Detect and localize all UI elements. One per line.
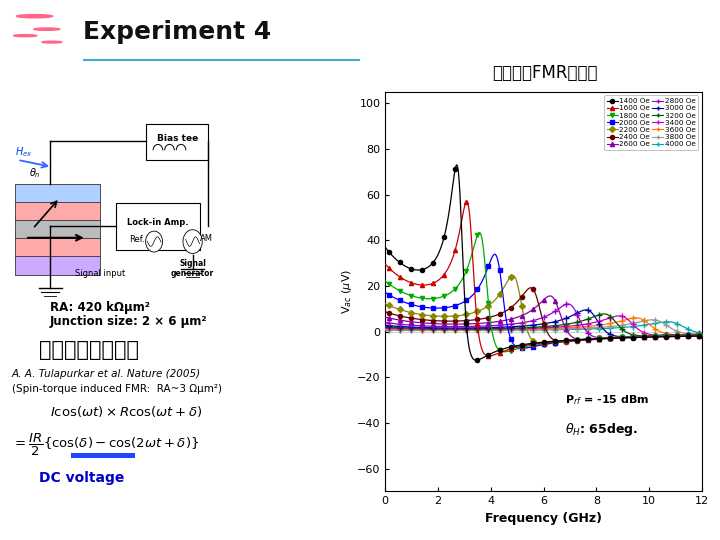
Text: $H_{ex}$: $H_{ex}$ (15, 145, 33, 159)
Text: A. A. Tulapurkar et al. Nature (2005): A. A. Tulapurkar et al. Nature (2005) (12, 369, 201, 379)
Text: Bias tee: Bias tee (156, 134, 198, 143)
Text: ホモダイン検波法: ホモダイン検波法 (39, 340, 138, 360)
Text: AM: AM (199, 234, 212, 243)
Circle shape (42, 41, 62, 43)
Text: Junction size: 2 × 6 μm²: Junction size: 2 × 6 μm² (50, 315, 207, 328)
Text: Ref.: Ref. (129, 235, 145, 244)
Text: 電界励起FMR信号例: 電界励起FMR信号例 (492, 64, 598, 82)
Text: Signal input: Signal input (75, 269, 125, 279)
Text: $\theta_H$: 65deg.: $\theta_H$: 65deg. (564, 421, 638, 438)
Circle shape (14, 35, 37, 37)
Bar (15, 238, 100, 257)
Bar (71, 453, 135, 458)
Bar (146, 124, 208, 160)
Bar (15, 256, 100, 275)
Text: (Spin-torque induced FMR:  RA~3 Ωμm²): (Spin-torque induced FMR: RA~3 Ωμm²) (12, 384, 222, 394)
Circle shape (34, 28, 60, 30)
X-axis label: Frequency (GHz): Frequency (GHz) (485, 512, 602, 525)
Text: DC voltage: DC voltage (39, 471, 124, 485)
Text: Signal
generator: Signal generator (171, 259, 215, 278)
Bar (115, 202, 200, 250)
Text: RA: 420 kΩμm²: RA: 420 kΩμm² (50, 301, 150, 314)
Bar (15, 201, 100, 221)
Circle shape (17, 15, 53, 18)
Legend: 1400 Oe, 1600 Oe, 1800 Oe, 2000 Oe, 2200 Oe, 2400 Oe, 2600 Oe, 2800 Oe, 3000 Oe,: 1400 Oe, 1600 Oe, 1800 Oe, 2000 Oe, 2200… (604, 96, 698, 150)
Text: Experiment 4: Experiment 4 (83, 21, 271, 44)
Text: P$_{rf}$ = -15 dBm: P$_{rf}$ = -15 dBm (564, 393, 649, 407)
Text: $I\cos\!\left(\omega t\right)\times R\cos\!\left(\omega t + \delta\right)$: $I\cos\!\left(\omega t\right)\times R\co… (50, 404, 202, 419)
Text: $=\dfrac{IR}{2}\left\{\cos\!\left(\delta\right)-\cos\!\left(2\omega t + \delta\r: $=\dfrac{IR}{2}\left\{\cos\!\left(\delta… (12, 432, 199, 458)
Y-axis label: V$_{ac}$ ($\mu$V): V$_{ac}$ ($\mu$V) (340, 269, 354, 314)
Circle shape (183, 230, 202, 253)
Bar (15, 220, 100, 239)
Bar (15, 184, 100, 202)
Text: Lock-in Amp.: Lock-in Amp. (127, 218, 189, 227)
Circle shape (145, 231, 163, 252)
Text: $\theta_n$: $\theta_n$ (29, 166, 41, 180)
